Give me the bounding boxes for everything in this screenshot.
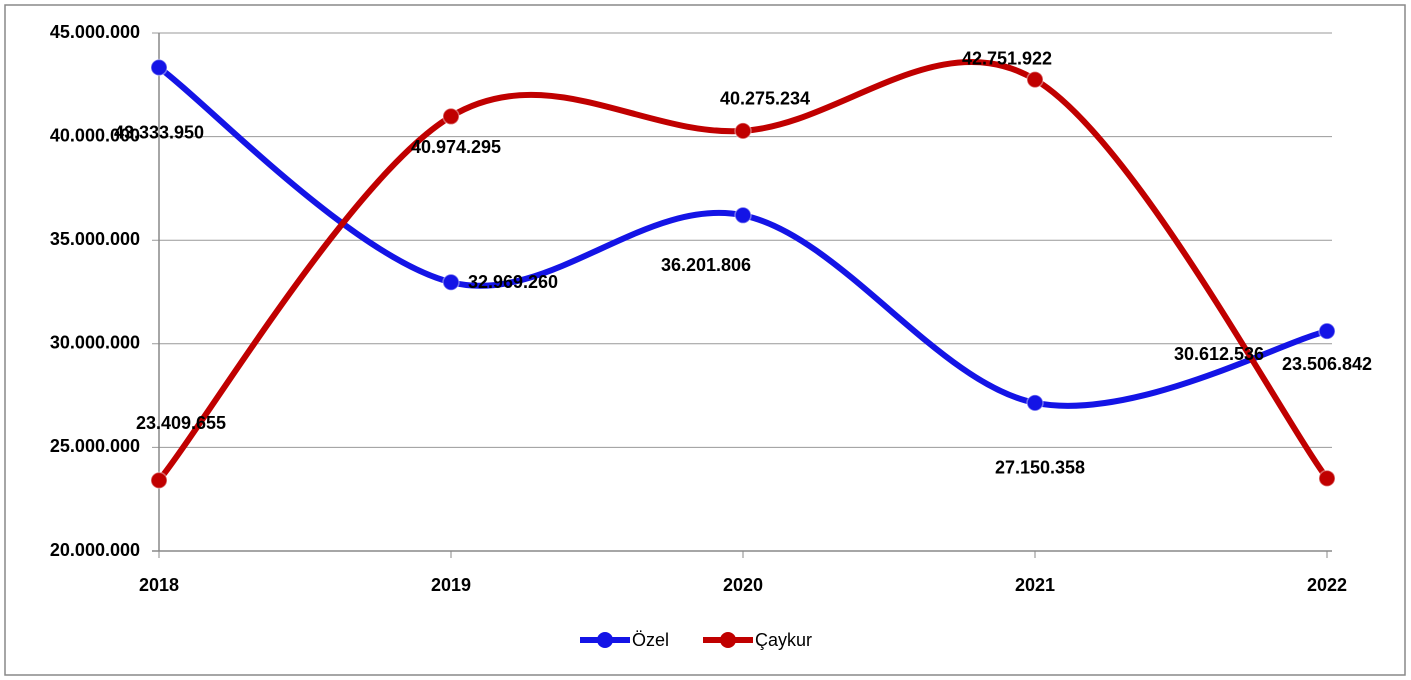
point-marker bbox=[1318, 322, 1336, 340]
data-label: 23.506.842 bbox=[1282, 354, 1372, 374]
chart-frame bbox=[4, 4, 1406, 676]
x-tick-label: 2022 bbox=[1307, 575, 1347, 595]
x-tick-label: 2021 bbox=[1015, 575, 1055, 595]
y-tick-label: 20.000.000 bbox=[50, 540, 140, 560]
y-tick-label: 45.000.000 bbox=[50, 22, 140, 42]
legend-marker bbox=[720, 632, 736, 648]
data-label: 32.969.260 bbox=[468, 272, 558, 292]
data-label: 43.333.950 bbox=[114, 122, 204, 142]
data-label: 30.612.536 bbox=[1174, 344, 1264, 364]
y-tick-label: 25.000.000 bbox=[50, 436, 140, 456]
point-marker bbox=[1026, 394, 1044, 412]
data-label: 27.150.358 bbox=[995, 458, 1085, 478]
x-tick-label: 2019 bbox=[431, 575, 471, 595]
x-tick-label: 2020 bbox=[723, 575, 763, 595]
legend-marker bbox=[597, 632, 613, 648]
legend-label: Çaykur bbox=[755, 630, 812, 650]
data-label: 23.409.655 bbox=[136, 413, 226, 433]
point-marker bbox=[1318, 469, 1336, 488]
data-label: 40.275.234 bbox=[720, 89, 810, 109]
data-label: 42.751.922 bbox=[962, 48, 1052, 68]
data-label: 40.974.295 bbox=[411, 137, 501, 157]
point-marker bbox=[734, 206, 752, 225]
data-label: 36.201.806 bbox=[661, 255, 751, 275]
point-marker bbox=[150, 471, 168, 490]
point-marker bbox=[442, 107, 460, 126]
point-marker bbox=[150, 58, 168, 77]
x-tick-label: 2018 bbox=[139, 575, 179, 595]
point-marker bbox=[1026, 70, 1044, 89]
point-marker bbox=[734, 122, 752, 140]
y-tick-label: 35.000.000 bbox=[50, 229, 140, 249]
legend-label: Özel bbox=[632, 630, 669, 650]
point-marker bbox=[442, 273, 460, 292]
y-tick-label: 30.000.000 bbox=[50, 333, 140, 353]
y-tick-label: 40.000.000 bbox=[50, 125, 140, 145]
